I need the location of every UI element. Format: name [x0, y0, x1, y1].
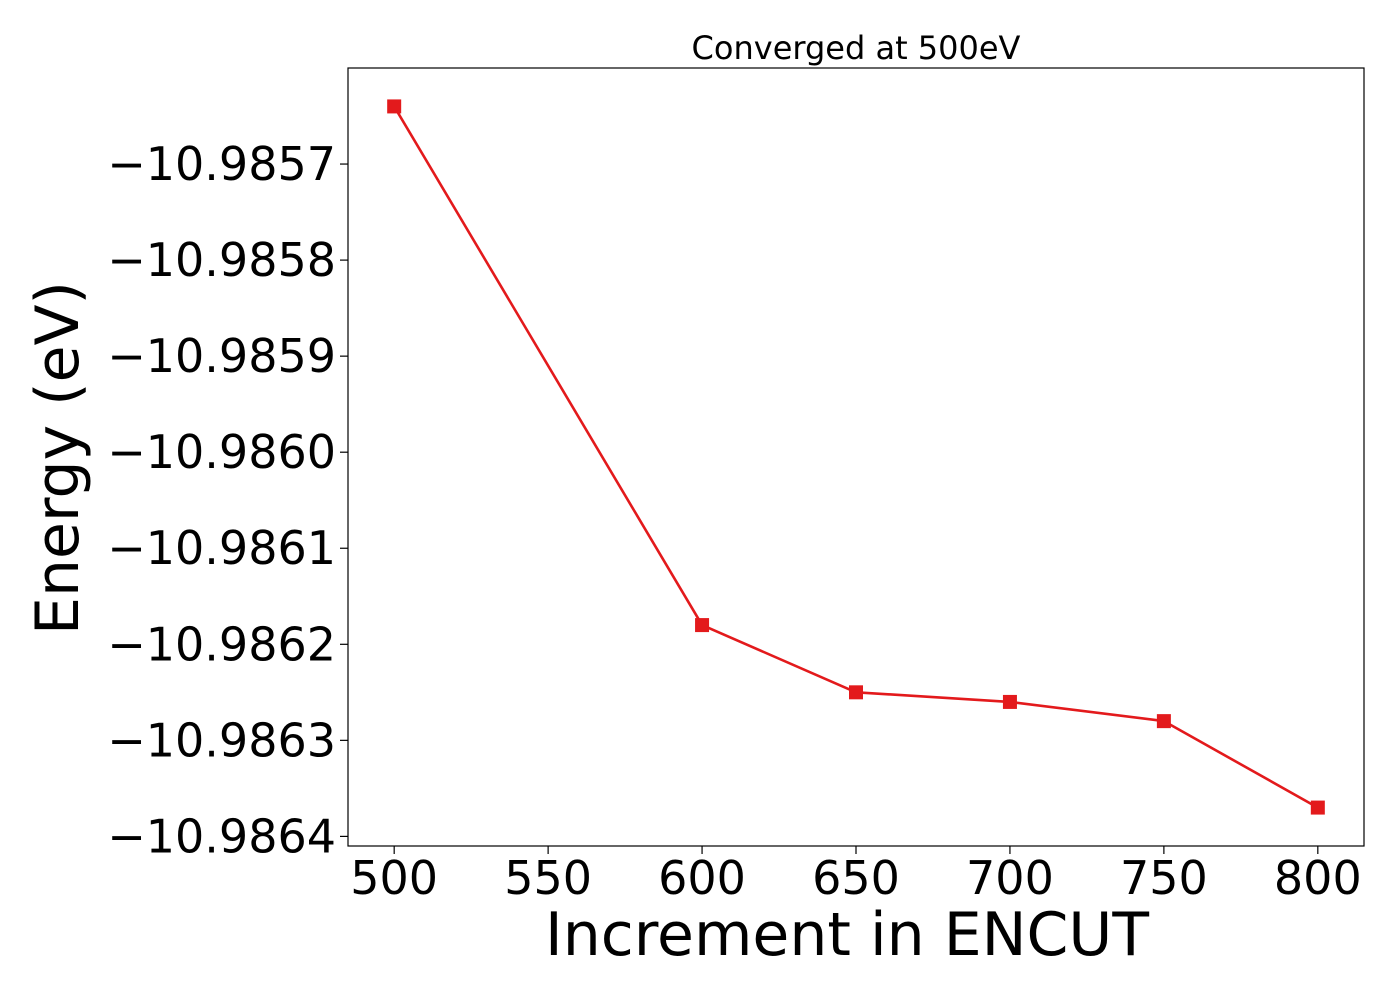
x-tick-label: 700	[966, 851, 1054, 905]
x-tick-label: 800	[1274, 851, 1362, 905]
y-tick-label: −10.9860	[107, 425, 336, 479]
plot-area: 500 550 600 650 700 750 800 −10.9857 −10.9858 −10…	[107, 67, 1365, 905]
data-point-marker	[1310, 800, 1325, 815]
y-tick-label: −10.9862	[107, 617, 336, 671]
y-tick-label: −10.9861	[107, 521, 336, 575]
data-point-marker	[387, 99, 402, 114]
x-tick-label: 550	[504, 851, 592, 905]
x-tick-label: 500	[350, 851, 438, 905]
chart-title: Converged at 500eV	[692, 29, 1021, 67]
y-axis-label: Energy (eV)	[23, 281, 93, 635]
y-tick-label: −10.9857	[107, 137, 336, 191]
y-tick-label: −10.9858	[107, 233, 336, 287]
series-line	[393, 105, 1319, 809]
x-tick-label: 650	[812, 851, 900, 905]
y-tick-label: −10.9863	[107, 713, 336, 767]
data-point-marker	[1156, 714, 1171, 729]
data-point-marker	[1002, 694, 1017, 709]
x-tick-label: 750	[1120, 851, 1208, 905]
x-tick-label: 600	[658, 851, 746, 905]
data-point-marker	[695, 618, 710, 633]
x-axis-label: Increment in ENCUT	[545, 900, 1149, 970]
y-tick-label: −10.9864	[107, 809, 336, 863]
y-tick-label: −10.9859	[107, 329, 336, 383]
data-point-marker	[849, 685, 863, 700]
